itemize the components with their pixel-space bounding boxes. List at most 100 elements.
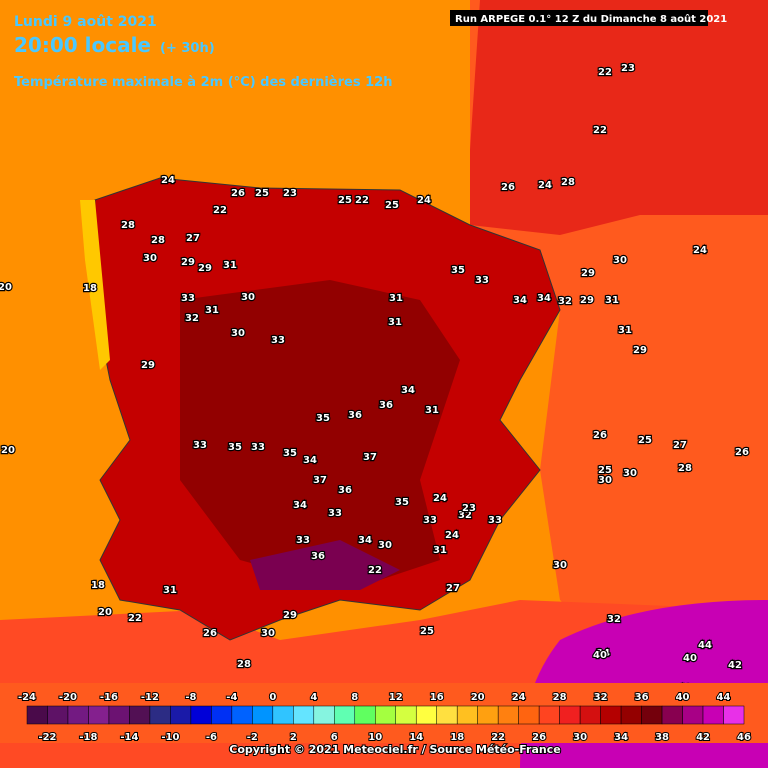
colorbar-label: 22 (491, 732, 505, 743)
colorbar-swatch (190, 705, 212, 725)
temperature-label: 35 (283, 448, 297, 459)
colorbar-swatch (538, 705, 560, 725)
temperature-label: 24 (693, 245, 707, 256)
colorbar-label: 6 (331, 732, 338, 743)
colorbar-label: 46 (737, 732, 751, 743)
temperature-label: 33 (271, 335, 285, 346)
temperature-label: 26 (203, 628, 217, 639)
temperature-label: 35 (451, 265, 465, 276)
temperature-label: 33 (328, 508, 342, 519)
colorbar-swatch (579, 705, 601, 725)
temperature-label: 24 (538, 180, 552, 191)
temperature-label: 33 (296, 535, 310, 546)
france (470, 0, 768, 235)
temperature-label: 30 (553, 560, 567, 571)
temperature-label: 34 (293, 500, 307, 511)
temperature-label: 22 (368, 565, 382, 576)
temperature-label: 30 (598, 475, 612, 486)
temperature-label: 31 (618, 325, 632, 336)
lead: (+ 30h) (160, 41, 215, 56)
temperature-label: 25 (338, 195, 352, 206)
temperature-label: 33 (193, 440, 207, 451)
run-bg (450, 10, 708, 26)
temperature-label: 29 (181, 257, 195, 268)
colorbar-swatch (88, 705, 110, 725)
temperature-label: 30 (261, 628, 275, 639)
colorbar-swatch (231, 705, 253, 725)
temperature-label: 25 (255, 188, 269, 199)
colorbar-label: -20 (59, 692, 77, 703)
colorbar-swatch (477, 705, 499, 725)
temperature-label: 25 (385, 200, 399, 211)
temperature-label: 29 (283, 610, 297, 621)
temperature-label: 22 (355, 195, 369, 206)
colorbar-swatch (620, 705, 642, 725)
temperature-label: 29 (580, 295, 594, 306)
temperature-label: 33 (181, 293, 195, 304)
colorbar-label: 24 (512, 692, 526, 703)
temperature-label: 33 (423, 515, 437, 526)
temperature-label: 32 (558, 296, 572, 307)
temperature-label: 24 (433, 493, 447, 504)
colorbar-label: 2 (290, 732, 297, 743)
colorbar-swatch (395, 705, 417, 725)
temperature-label: 30 (143, 253, 157, 264)
colorbar-label: 26 (532, 732, 546, 743)
temperature-label: 30 (231, 328, 245, 339)
temperature-label: 25 (420, 626, 434, 637)
colorbar-swatch (293, 705, 315, 725)
temperature-label: 24 (417, 195, 431, 206)
temperature-label: 24 (445, 530, 459, 541)
colorbar-label: 0 (269, 692, 276, 703)
field: Température maximale à 2m (°C) des derni… (14, 75, 392, 90)
temperature-label: 22 (593, 125, 607, 136)
temperature-label: 23 (621, 63, 635, 74)
temperature-label: 25 (638, 435, 652, 446)
colorbar-swatch (497, 705, 519, 725)
colorbar-swatch (702, 705, 724, 725)
temperature-label: 40 (683, 653, 697, 664)
colorbar-label: -22 (38, 732, 56, 743)
temperature-label: 26 (593, 430, 607, 441)
temperature-label: 28 (561, 177, 575, 188)
colorbar-label: -8 (185, 692, 196, 703)
temperature-label: 32 (185, 313, 199, 324)
temperature-label: 34 (401, 385, 415, 396)
temperature-label: 20 (98, 607, 112, 618)
temperature-label: 28 (678, 463, 692, 474)
temperature-label: 34 (513, 295, 527, 306)
colorbar-label: 20 (471, 692, 485, 703)
temperature-label: 34 (596, 648, 610, 659)
temperature-label: 37 (363, 452, 377, 463)
colorbar-label: 38 (655, 732, 669, 743)
temperature-label: 18 (91, 580, 105, 591)
temperature-label: 37 (313, 475, 327, 486)
colorbar-label: -24 (18, 692, 36, 703)
colorbar-label: 40 (676, 692, 690, 703)
temperature-label: 29 (198, 263, 212, 274)
temperature-label: 36 (379, 400, 393, 411)
temperature-label: 31 (388, 317, 402, 328)
temperature-label: 33 (475, 275, 489, 286)
temperature-label: 25 (598, 465, 612, 476)
colorbar-label: 34 (614, 732, 628, 743)
colorbar-swatch (252, 705, 274, 725)
temperature-label: 23 (283, 188, 297, 199)
colorbar-label: 42 (696, 732, 710, 743)
colorbar-label: 44 (717, 692, 731, 703)
temperature-label: 30 (613, 255, 627, 266)
temperature-label: 36 (348, 410, 362, 421)
colorbar-label: 36 (635, 692, 649, 703)
temperature-label: 30 (623, 468, 637, 479)
temperature-label: 31 (433, 545, 447, 556)
colorbar-label: 14 (409, 732, 423, 743)
temperature-label: 23 (462, 503, 476, 514)
temperature-label: 35 (228, 442, 242, 453)
colorbar-label: -14 (120, 732, 138, 743)
copyright: Copyright © 2021 Meteociel.fr / Source M… (229, 743, 560, 756)
temperature-label: 42 (728, 660, 742, 671)
temperature-label: 22 (213, 205, 227, 216)
temperature-label: 30 (241, 292, 255, 303)
temperature-label: 35 (316, 413, 330, 424)
colorbar-swatch (375, 705, 396, 725)
